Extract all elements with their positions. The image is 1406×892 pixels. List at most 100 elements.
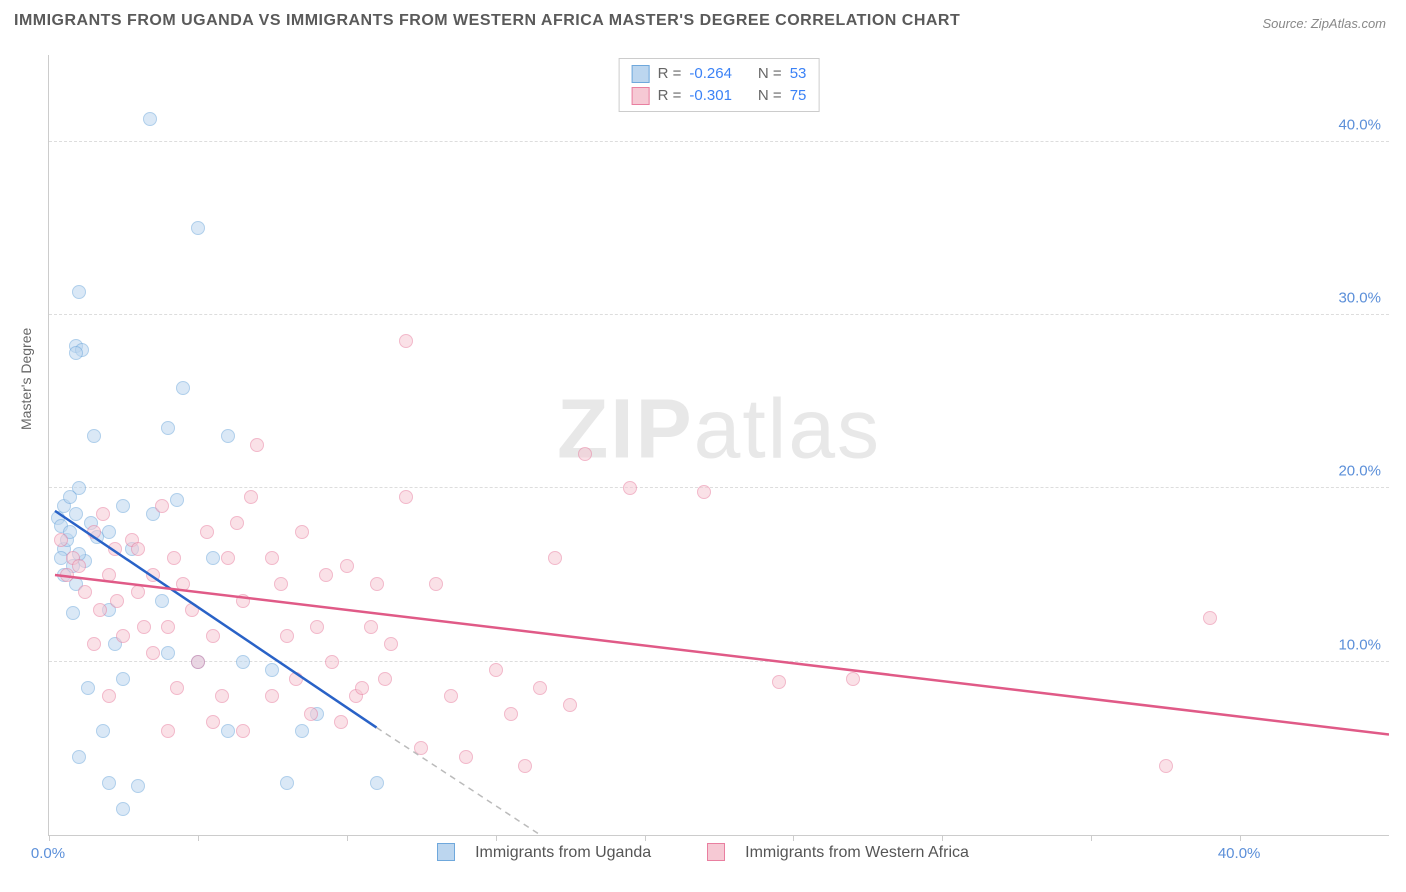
legend-row: R =-0.264N =53 bbox=[632, 63, 807, 85]
x-tick bbox=[49, 835, 50, 841]
data-point bbox=[102, 776, 116, 790]
data-point bbox=[1203, 611, 1217, 625]
source-attribution: Source: ZipAtlas.com bbox=[1262, 16, 1386, 31]
data-point bbox=[846, 672, 860, 686]
data-point bbox=[72, 750, 86, 764]
correlation-legend: R =-0.264N =53R =-0.301N =75 bbox=[619, 58, 820, 112]
data-point bbox=[399, 490, 413, 504]
gridline bbox=[49, 487, 1389, 488]
data-point bbox=[137, 620, 151, 634]
data-point bbox=[116, 802, 130, 816]
data-point bbox=[93, 603, 107, 617]
x-tick bbox=[793, 835, 794, 841]
data-point bbox=[72, 285, 86, 299]
x-tick bbox=[1091, 835, 1092, 841]
gridline bbox=[49, 314, 1389, 315]
data-point bbox=[185, 603, 199, 617]
data-point bbox=[355, 681, 369, 695]
data-point bbox=[170, 681, 184, 695]
data-point bbox=[131, 585, 145, 599]
chart-title: IMMIGRANTS FROM UGANDA VS IMMIGRANTS FRO… bbox=[14, 12, 960, 30]
data-point bbox=[295, 525, 309, 539]
data-point bbox=[131, 542, 145, 556]
data-point bbox=[378, 672, 392, 686]
data-point bbox=[623, 481, 637, 495]
data-point bbox=[206, 715, 220, 729]
data-point bbox=[200, 525, 214, 539]
data-point bbox=[384, 637, 398, 651]
data-point bbox=[161, 724, 175, 738]
data-point bbox=[563, 698, 577, 712]
data-point bbox=[289, 672, 303, 686]
legend-swatch bbox=[632, 65, 650, 83]
data-point bbox=[161, 620, 175, 634]
data-point bbox=[578, 447, 592, 461]
data-point bbox=[444, 689, 458, 703]
gridline bbox=[49, 661, 1389, 662]
data-point bbox=[518, 759, 532, 773]
data-point bbox=[340, 559, 354, 573]
data-point bbox=[310, 620, 324, 634]
data-point bbox=[155, 594, 169, 608]
y-tick-label: 20.0% bbox=[1338, 463, 1381, 480]
data-point bbox=[81, 681, 95, 695]
x-tick bbox=[198, 835, 199, 841]
data-point bbox=[87, 637, 101, 651]
data-point bbox=[116, 499, 130, 513]
watermark: ZIPatlas bbox=[557, 381, 881, 478]
x-tick bbox=[942, 835, 943, 841]
data-point bbox=[69, 346, 83, 360]
data-point bbox=[102, 525, 116, 539]
legend-swatch bbox=[707, 843, 725, 861]
data-point bbox=[280, 776, 294, 790]
data-point bbox=[1159, 759, 1173, 773]
data-point bbox=[414, 741, 428, 755]
data-point bbox=[69, 507, 83, 521]
data-point bbox=[265, 551, 279, 565]
data-point bbox=[146, 646, 160, 660]
data-point bbox=[429, 577, 443, 591]
data-point bbox=[72, 559, 86, 573]
data-point bbox=[280, 629, 294, 643]
data-point bbox=[66, 606, 80, 620]
data-point bbox=[215, 689, 229, 703]
data-point bbox=[146, 568, 160, 582]
data-point bbox=[319, 568, 333, 582]
data-point bbox=[533, 681, 547, 695]
data-point bbox=[304, 707, 318, 721]
data-point bbox=[364, 620, 378, 634]
data-point bbox=[116, 629, 130, 643]
n-value: 75 bbox=[790, 85, 807, 107]
data-point bbox=[110, 594, 124, 608]
data-point bbox=[96, 724, 110, 738]
data-point bbox=[295, 724, 309, 738]
data-point bbox=[221, 724, 235, 738]
data-point bbox=[265, 689, 279, 703]
x-tick bbox=[347, 835, 348, 841]
data-point bbox=[87, 429, 101, 443]
data-point bbox=[87, 525, 101, 539]
legend-swatch bbox=[632, 87, 650, 105]
data-point bbox=[697, 485, 711, 499]
y-tick-label: 30.0% bbox=[1338, 290, 1381, 307]
data-point bbox=[191, 655, 205, 669]
data-point bbox=[504, 707, 518, 721]
gridline bbox=[49, 141, 1389, 142]
data-point bbox=[370, 776, 384, 790]
r-label: R = bbox=[658, 85, 682, 107]
data-point bbox=[244, 490, 258, 504]
data-point bbox=[772, 675, 786, 689]
scatter-plot-area: ZIPatlas R =-0.264N =53R =-0.301N =75 10… bbox=[48, 55, 1389, 836]
data-point bbox=[548, 551, 562, 565]
data-point bbox=[102, 568, 116, 582]
n-label: N = bbox=[758, 63, 782, 85]
data-point bbox=[78, 585, 92, 599]
data-point bbox=[116, 672, 130, 686]
data-point bbox=[221, 429, 235, 443]
data-point bbox=[274, 577, 288, 591]
data-point bbox=[176, 577, 190, 591]
y-tick-label: 10.0% bbox=[1338, 636, 1381, 653]
legend-label: Immigrants from Uganda bbox=[475, 844, 651, 861]
data-point bbox=[230, 516, 244, 530]
data-point bbox=[102, 689, 116, 703]
